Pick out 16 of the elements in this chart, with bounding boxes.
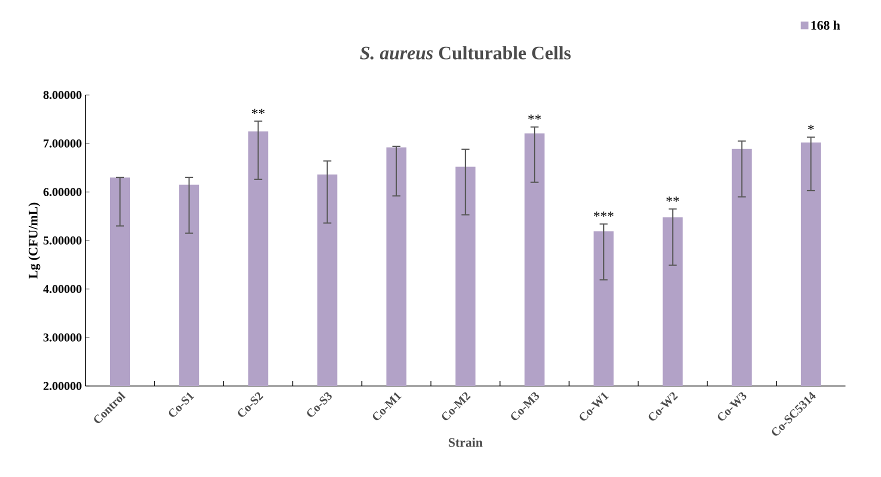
- y-tick-label: 6.00000: [43, 188, 82, 196]
- legend-label: 168 h: [811, 20, 840, 30]
- annotation: **: [666, 196, 680, 202]
- y-tick-label: 4.00000: [43, 284, 82, 294]
- y-tick-label: 3.00000: [44, 333, 82, 342]
- x-axis-title: Strain: [448, 438, 483, 447]
- chart-title: S. aureus Culturable Cells: [360, 46, 571, 60]
- y-axis-title: Lg (CFU/mL): [28, 202, 40, 279]
- annotation: **: [528, 114, 541, 120]
- y-tick-label: 8.00000: [43, 90, 82, 100]
- annotation: **: [252, 108, 264, 114]
- y-tick-label: 2.00000: [44, 382, 82, 390]
- annotation: *: [808, 124, 814, 130]
- y-tick-label: 5.00000: [44, 236, 82, 245]
- y-tick-label: 7.00000: [44, 139, 82, 148]
- annotation: ***: [594, 212, 614, 217]
